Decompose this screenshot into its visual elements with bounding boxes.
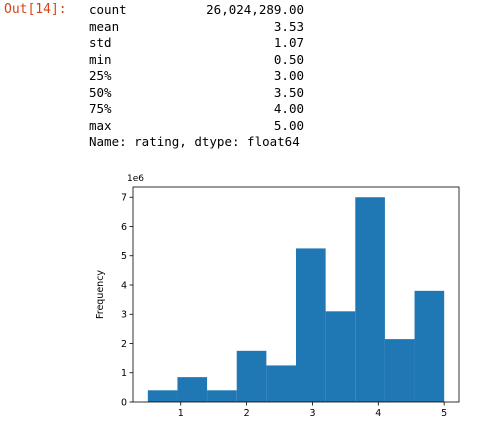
output-prompt: Out[14]: <box>4 2 67 17</box>
stat-label: 75% <box>89 101 112 116</box>
stat-row: count 26,024,289.00 <box>89 2 304 19</box>
bars-group <box>147 197 445 402</box>
stat-label: mean <box>89 18 120 34</box>
stat-label: std <box>89 35 112 50</box>
stat-value: 3.53 <box>273 18 304 34</box>
stat-value: 1.07 <box>273 35 304 50</box>
x-tick-label: 1 <box>178 408 184 419</box>
histogram-bar <box>325 311 356 402</box>
stat-value: 26,024,289.00 <box>206 2 304 17</box>
stat-label: max <box>89 117 112 133</box>
stat-row: max 5.00 <box>89 118 304 135</box>
histogram-svg: 1 2 3 4 5 0 1 2 3 4 5 6 7 1e6 Frequency <box>95 174 460 419</box>
series-footer: Name: rating, dtype: float64 <box>89 134 300 149</box>
histogram-bar <box>147 390 178 402</box>
histogram-bar <box>207 390 237 402</box>
y-tick-label: 2 <box>121 339 127 350</box>
stat-label: 25% <box>89 68 112 83</box>
stat-row: min 0.50 <box>89 52 304 69</box>
y-ticks-group: 0 1 2 3 4 5 6 7 <box>121 193 133 408</box>
histogram-chart: 1 2 3 4 5 0 1 2 3 4 5 6 7 1e6 Frequency <box>90 170 470 425</box>
y-tick-label: 5 <box>121 251 127 262</box>
y-tick-label: 0 <box>121 397 127 408</box>
stat-row: 50% 3.50 <box>89 85 304 102</box>
describe-output: count 26,024,289.00 mean 3.53 std 1.07 min 0… <box>89 2 304 151</box>
histogram-bar <box>266 365 296 402</box>
histogram-bar <box>355 197 385 402</box>
stat-value: 3.00 <box>273 68 304 83</box>
x-tick-label: 4 <box>375 408 381 419</box>
y-tick-label: 1 <box>121 368 127 379</box>
histogram-bar <box>414 290 445 402</box>
y-scale-label: 1e6 <box>127 174 144 184</box>
y-tick-label: 7 <box>121 193 127 204</box>
stat-value: 4.00 <box>273 101 304 116</box>
histogram-bar <box>384 339 415 402</box>
stat-value: 3.50 <box>273 84 304 100</box>
stat-value: 0.50 <box>273 51 304 67</box>
plot-frame <box>132 186 460 403</box>
stat-label: min <box>89 51 112 67</box>
stat-row: mean 3.53 <box>89 19 304 36</box>
y-tick-label: 3 <box>121 310 127 321</box>
histogram-bar <box>177 377 208 402</box>
y-axis-label: Frequency <box>95 270 106 319</box>
stat-label: 50% <box>89 84 112 100</box>
stat-value: 5.00 <box>273 117 304 133</box>
x-tick-label: 2 <box>244 408 250 419</box>
histogram-bar <box>236 350 267 402</box>
y-tick-label: 6 <box>121 222 127 233</box>
y-tick-label: 4 <box>121 280 127 291</box>
stat-row: 75% 4.00 <box>89 101 304 118</box>
histogram-bar <box>296 248 326 402</box>
x-tick-label: 3 <box>309 408 315 419</box>
x-ticks-group: 1 2 3 4 5 <box>178 402 447 419</box>
stat-label: count <box>89 2 127 17</box>
stat-row: 25% 3.00 <box>89 68 304 85</box>
stat-row: std 1.07 <box>89 35 304 52</box>
x-tick-label: 5 <box>441 408 447 419</box>
